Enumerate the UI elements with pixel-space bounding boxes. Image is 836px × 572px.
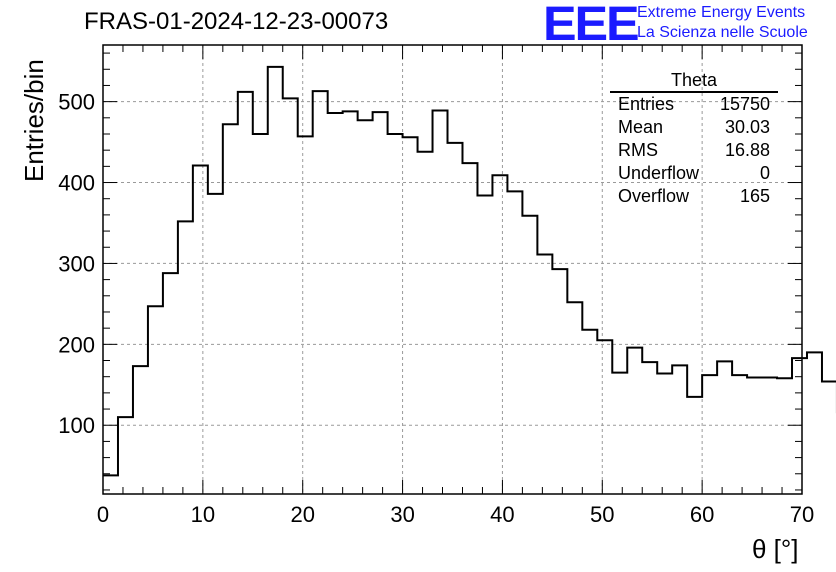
histogram-bin: [208, 194, 223, 494]
x-tick-label: 70: [790, 502, 814, 527]
stats-row-overflow: Overflow 165: [610, 185, 778, 208]
histogram-bin: [193, 166, 208, 494]
stats-label: Underflow: [618, 163, 700, 183]
histogram-bin: [433, 111, 448, 494]
stats-row-mean: Mean 30.03: [610, 116, 778, 139]
plot-frame: [102, 44, 803, 495]
histogram-bin: [492, 175, 507, 494]
histogram-bin: [552, 269, 567, 494]
stats-row-entries: Entries 15750: [610, 93, 778, 116]
histogram-bin: [238, 92, 253, 494]
histogram-bin: [702, 375, 717, 494]
x-tick-label: 10: [191, 502, 215, 527]
y-tick-label: 300: [58, 251, 95, 276]
histogram-bin: [148, 306, 163, 494]
histogram-bin: [403, 137, 418, 494]
y-axis-label-text: Entries/bin: [19, 59, 49, 182]
histogram-bin: [178, 221, 193, 494]
histogram-bin: [717, 361, 732, 494]
histogram-bin: [597, 340, 612, 494]
stats-value: 165: [739, 186, 770, 206]
histogram-bin: [388, 134, 403, 494]
histogram-bin: [627, 348, 642, 494]
stats-row-rms: RMS 16.88: [610, 139, 778, 162]
logo-caption: Extreme Energy Events La Scienza nelle S…: [637, 3, 808, 43]
histogram-bin: [522, 216, 537, 494]
x-tick-label: 20: [290, 502, 314, 527]
histogram-bin: [223, 124, 238, 494]
histogram-bin: [777, 378, 792, 494]
y-tick-label: 200: [58, 332, 95, 357]
histogram-bin: [418, 152, 433, 494]
histogram-bin: [163, 273, 178, 494]
histogram-bin: [118, 417, 133, 494]
stats-value: 15750: [719, 94, 770, 114]
histogram-bin: [328, 113, 343, 494]
stats-value: 16.88: [724, 140, 770, 160]
y-tick-label: 100: [58, 413, 95, 438]
histogram-bin: [642, 362, 657, 494]
histogram-bin: [313, 91, 328, 494]
histogram-bin: [298, 136, 313, 494]
histogram-bin: [657, 373, 672, 494]
histogram-bin: [448, 143, 463, 494]
histogram-bin: [807, 352, 822, 494]
logo-line-2: La Scienza nelle Scuole: [637, 24, 808, 41]
histogram-bin: [672, 365, 687, 494]
histogram-bin: [582, 330, 597, 494]
histogram-bin: [283, 98, 298, 494]
histogram-bin: [507, 191, 522, 494]
histogram-bin: [747, 378, 762, 494]
histogram-bin: [612, 373, 627, 494]
stats-label: RMS: [618, 140, 658, 160]
page-title: FRAS-01-2024-12-23-00073: [84, 8, 389, 35]
y-tick-label: 400: [58, 171, 95, 196]
stats-label: Mean: [618, 117, 664, 137]
histogram-bin: [462, 163, 477, 494]
stats-row-underflow: Underflow 0: [610, 162, 778, 185]
stats-title: Theta: [610, 70, 778, 93]
histogram-bin: [762, 378, 777, 494]
stats-label: Entries: [618, 94, 675, 114]
x-axis-label: θ [°]: [752, 534, 799, 564]
histogram-bin: [268, 67, 283, 494]
histogram-bin: [358, 120, 373, 494]
x-tick-label: 50: [590, 502, 614, 527]
y-tick-label: 500: [58, 90, 95, 115]
logo-line-1: Extreme Energy Events: [637, 4, 806, 21]
histogram-bin: [477, 195, 492, 494]
histogram-bin: [732, 375, 747, 494]
stats-value: 30.03: [724, 117, 770, 137]
histogram-bin: [567, 302, 582, 494]
histogram-bin: [822, 382, 836, 494]
stats-box: Theta Entries 15750 Mean 30.03 RMS 16.88 Un…: [610, 70, 778, 208]
histogram-bin: [537, 255, 552, 494]
eee-logo: EEE: [543, 0, 640, 51]
histogram-bin: [687, 397, 702, 494]
x-tick-label: 30: [390, 502, 414, 527]
histogram-bin: [343, 111, 358, 494]
x-tick-label: 0: [97, 502, 109, 527]
stats-label: Overflow: [618, 186, 690, 206]
x-tick-label: 60: [690, 502, 714, 527]
histogram-bin: [373, 112, 388, 494]
x-tick-label: 40: [490, 502, 514, 527]
histogram-bin: [133, 366, 148, 494]
stats-value: 0: [759, 163, 770, 183]
histogram-series: [103, 65, 836, 477]
histogram-bin: [103, 475, 118, 494]
histogram-bin: [253, 134, 268, 494]
